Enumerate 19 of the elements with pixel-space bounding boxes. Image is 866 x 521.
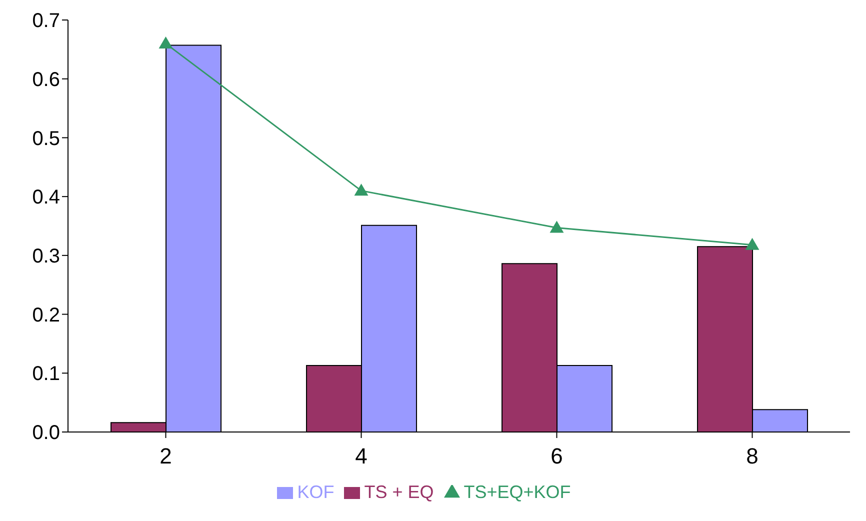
x-tick-label: 4 — [355, 444, 368, 469]
legend-label: TS + EQ — [364, 482, 434, 502]
x-tick-label: 8 — [746, 444, 758, 469]
point — [354, 184, 368, 196]
x-tick-label: 6 — [550, 444, 563, 469]
y-tick-label: 0.3 — [32, 246, 60, 268]
y-tick-label: 0.4 — [32, 186, 60, 209]
legend-label: KOF — [297, 482, 334, 502]
point — [158, 36, 173, 49]
x-tick-label: 2 — [160, 444, 172, 469]
legend-label: TS+EQ+KOF — [464, 482, 571, 502]
y-tick-label: 0.0 — [32, 422, 60, 444]
y-tick-label: 0.6 — [32, 68, 60, 91]
point — [745, 238, 760, 250]
y-tick-label: 0.2 — [32, 304, 60, 326]
point — [550, 220, 564, 233]
y-tick-label: 0.7 — [32, 10, 60, 32]
y-tick-label: 0.5 — [32, 128, 60, 150]
y-tick-label: 0.1 — [32, 363, 60, 386]
